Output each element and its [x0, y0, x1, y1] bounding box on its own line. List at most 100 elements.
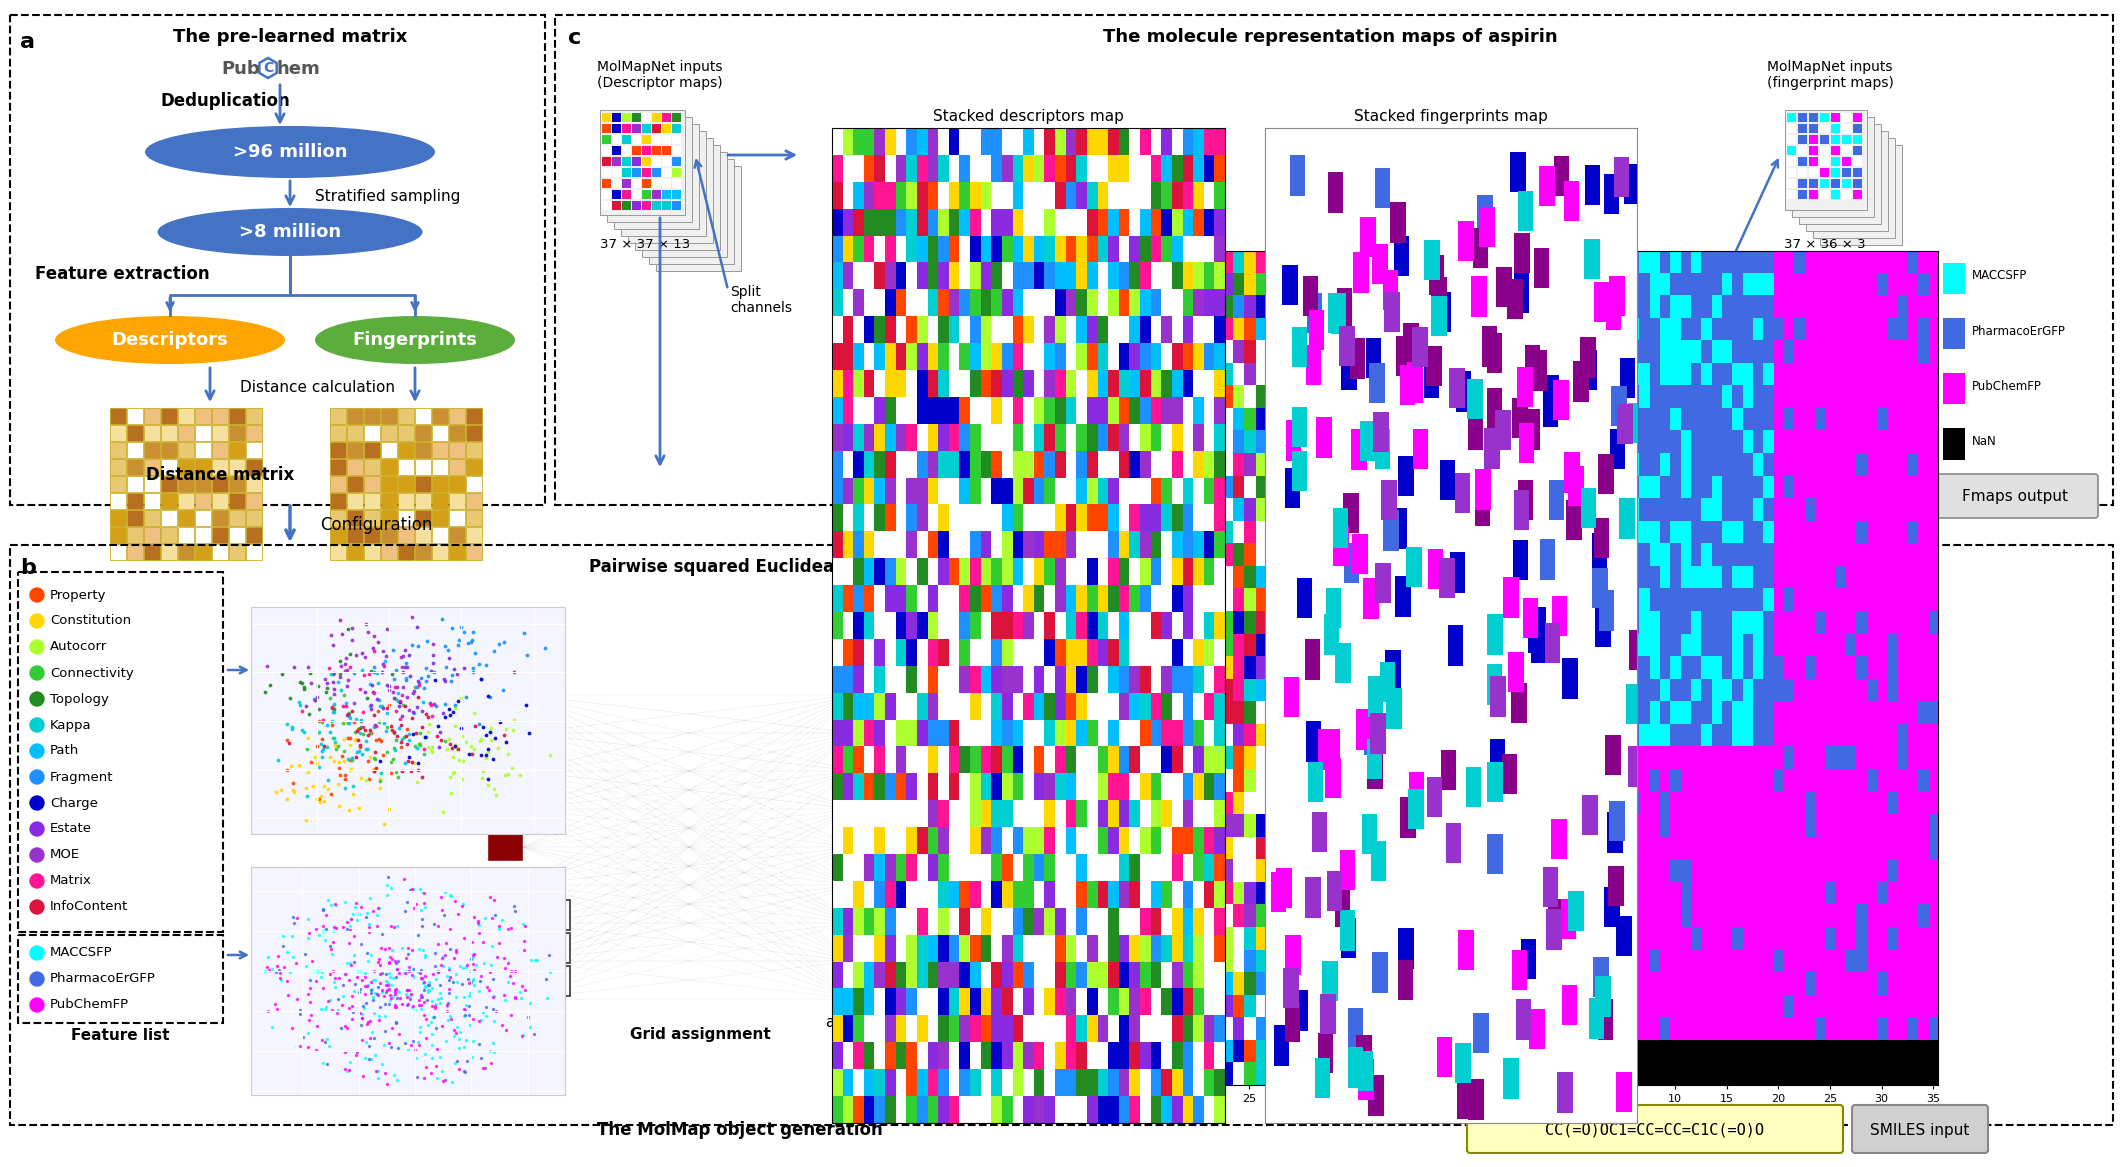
Bar	[1437, 1036, 1452, 1077]
Bar	[662, 146, 671, 155]
Point	[289, 944, 323, 963]
Bar	[110, 527, 125, 543]
Point	[408, 1046, 442, 1064]
Bar	[856, 871, 892, 899]
Bar	[195, 442, 210, 457]
Point	[448, 995, 482, 1014]
Bar	[1274, 1026, 1289, 1065]
Point	[265, 665, 299, 684]
Bar	[633, 124, 641, 133]
Point	[363, 697, 397, 715]
Point	[456, 970, 490, 988]
Point	[306, 792, 340, 811]
Bar	[1809, 124, 1817, 133]
Bar	[467, 442, 482, 457]
Bar	[397, 459, 414, 475]
Point	[382, 719, 416, 738]
Bar	[1431, 295, 1446, 336]
Point	[338, 731, 372, 749]
Point	[314, 698, 348, 717]
Point	[361, 664, 395, 683]
Point	[365, 642, 399, 661]
Bar	[1284, 1001, 1299, 1042]
Bar	[1325, 588, 1342, 628]
Point	[452, 986, 486, 1005]
Bar	[1380, 662, 1395, 703]
Point	[348, 720, 382, 739]
Point	[259, 963, 293, 981]
Bar	[611, 168, 622, 177]
Text: Distance matrix: Distance matrix	[146, 466, 295, 484]
Point	[378, 998, 412, 1016]
Bar	[1361, 217, 1376, 257]
Point	[310, 906, 344, 924]
Bar	[1798, 190, 1807, 200]
Point	[427, 803, 461, 822]
Point	[401, 673, 435, 692]
Point	[310, 683, 344, 701]
Point	[427, 948, 461, 966]
Bar	[1395, 336, 1412, 376]
Point	[299, 962, 333, 980]
Point	[378, 983, 412, 1001]
Point	[507, 981, 541, 1000]
Point	[397, 754, 431, 773]
Point	[297, 691, 331, 710]
Bar	[1473, 1013, 1488, 1054]
Bar	[1512, 398, 1529, 438]
Point	[367, 1007, 401, 1026]
Bar	[1531, 607, 1546, 647]
Circle shape	[30, 972, 45, 986]
Point	[469, 1007, 503, 1026]
Point	[335, 986, 369, 1005]
Point	[352, 1049, 386, 1068]
Point	[488, 958, 522, 977]
Bar	[1340, 326, 1354, 366]
Point	[465, 670, 499, 689]
Point	[340, 911, 374, 930]
Point	[382, 691, 416, 710]
Point	[482, 934, 516, 952]
Text: Pairwise squared Euclidean distance: Pairwise squared Euclidean distance	[588, 558, 932, 576]
Point	[391, 658, 425, 677]
Point	[284, 673, 318, 692]
Bar	[1569, 890, 1584, 931]
Point	[389, 963, 422, 981]
Point	[263, 971, 297, 990]
Text: The molecule representation maps of aspirin: The molecule representation maps of aspi…	[1102, 28, 1558, 46]
Bar	[1478, 195, 1492, 236]
Point	[433, 886, 467, 904]
Point	[355, 662, 389, 680]
Bar	[628, 138, 713, 243]
Bar	[1359, 420, 1376, 461]
Point	[361, 917, 395, 936]
Point	[335, 701, 369, 720]
Point	[359, 743, 393, 762]
Point	[295, 951, 329, 970]
Bar	[1628, 630, 1645, 670]
Point	[346, 999, 380, 1018]
Point	[512, 724, 546, 742]
Bar	[1469, 1079, 1484, 1119]
Point	[448, 1062, 482, 1081]
Point	[416, 1025, 450, 1043]
Point	[418, 995, 452, 1014]
Point	[263, 964, 297, 983]
Bar	[1374, 412, 1388, 453]
Point	[287, 724, 321, 742]
Bar	[1369, 363, 1384, 403]
Bar	[1853, 190, 1862, 200]
Point	[459, 956, 493, 974]
Bar	[1405, 546, 1422, 587]
Bar	[1798, 113, 1807, 123]
Bar	[1567, 501, 1582, 540]
Bar	[1507, 279, 1522, 320]
Circle shape	[30, 640, 45, 654]
Point	[386, 663, 420, 682]
Bar	[346, 442, 363, 457]
Point	[325, 1019, 359, 1037]
Point	[357, 962, 391, 980]
Point	[439, 987, 473, 1006]
Point	[384, 994, 418, 1013]
Text: Constitution: Constitution	[1412, 324, 1484, 337]
